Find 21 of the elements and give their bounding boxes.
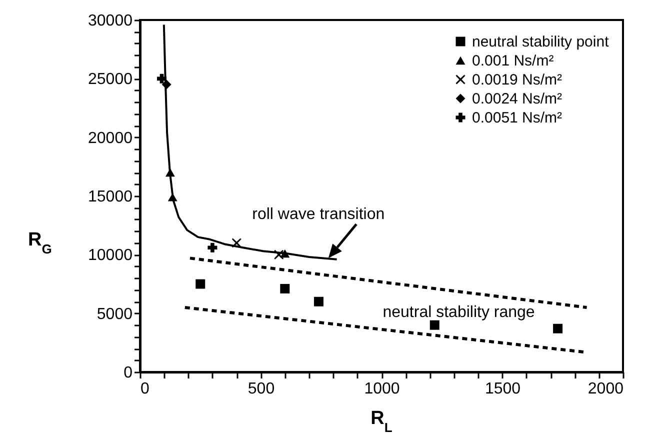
legend-label: 0.0019 Ns/m²: [472, 72, 562, 88]
x-tick-label: 1000: [364, 380, 400, 398]
y-tick-label: 20000: [88, 130, 133, 147]
y-tick-label: 5000: [96, 306, 133, 323]
x-tick-label: 1500: [484, 380, 521, 398]
annotation: roll wave transition: [252, 206, 385, 224]
y-axis-title: R$_{G}$: [28, 229, 52, 256]
legend-label: 0.001 Ns/m²: [472, 52, 554, 70]
legend-label: 0.0051 Ns/m²: [472, 110, 562, 126]
y-tick-label: 25000: [88, 71, 133, 88]
legend-label: 0.0024 Ns/m²: [472, 90, 562, 108]
y-tick-label: 15000: [88, 188, 133, 206]
x-axis-title: R$_{L}$: [370, 408, 392, 434]
annotation: neutral stability range: [382, 304, 535, 322]
x-tick-label: 2000: [588, 380, 624, 398]
legend-label: neutral stability point: [472, 34, 610, 50]
y-tick-label: 30000: [88, 12, 133, 30]
x-tick-label: 0: [140, 380, 150, 398]
y-tick-label: 0: [124, 364, 133, 382]
y-tick-label: 10000: [88, 247, 133, 264]
x-tick-label: 500: [248, 380, 275, 398]
